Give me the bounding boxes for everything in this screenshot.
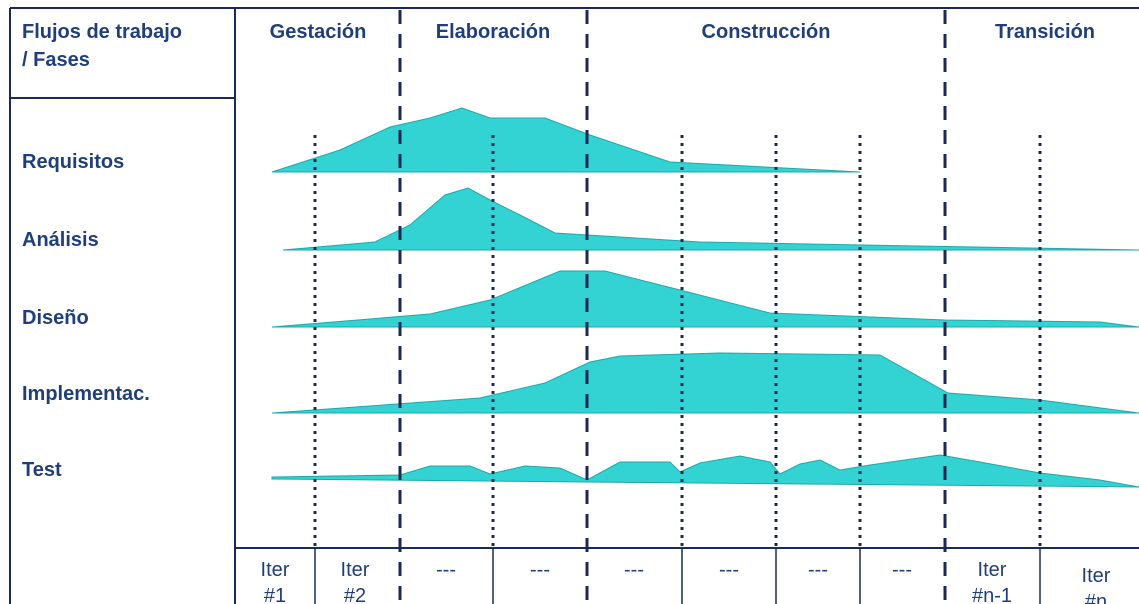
- header-title: / Fases: [22, 49, 90, 71]
- iteration-label: Iter: [341, 559, 370, 581]
- iteration-label: #2: [344, 585, 366, 604]
- iteration-labels: Iter #1 Iter #2 --- --- --- --- --- --- Iter #n-1 It…: [261, 559, 1111, 604]
- workflow-label: Implementac.: [22, 383, 150, 405]
- workflow-label: Análisis: [22, 229, 99, 251]
- phase-label: Elaboración: [436, 21, 550, 43]
- phase-label: Gestación: [270, 21, 367, 43]
- workflow-label: Diseño: [22, 307, 89, 329]
- iteration-label: ---: [530, 559, 550, 581]
- hump-diseno: [271, 270, 1139, 328]
- iteration-label: #n: [1085, 591, 1107, 604]
- phase-label: Transición: [995, 21, 1095, 43]
- iteration-label: Iter: [1082, 565, 1111, 587]
- iteration-label: ---: [719, 559, 739, 581]
- grid: [9, 7, 1139, 604]
- iteration-label: ---: [808, 559, 828, 581]
- iteration-label: #n-1: [972, 585, 1012, 604]
- workflow-label: Test: [22, 459, 62, 481]
- iteration-label: Iter: [978, 559, 1007, 581]
- iteration-label: ---: [624, 559, 644, 581]
- workflow-label: Requisitos: [22, 151, 124, 173]
- iteration-label: Iter: [261, 559, 290, 581]
- hump-requisitos: [271, 107, 861, 173]
- iteration-label: ---: [436, 559, 456, 581]
- phase-label: Construcción: [702, 21, 831, 43]
- iteration-label: ---: [892, 559, 912, 581]
- iteration-label: #1: [264, 585, 286, 604]
- header-title: Flujos de trabajo: [22, 21, 182, 43]
- hump-analisis: [282, 187, 1139, 251]
- hump-test: [271, 454, 1139, 488]
- hump-implementacion: [271, 352, 1139, 414]
- humps: [271, 107, 1139, 488]
- iteration-lines: [313, 135, 1042, 604]
